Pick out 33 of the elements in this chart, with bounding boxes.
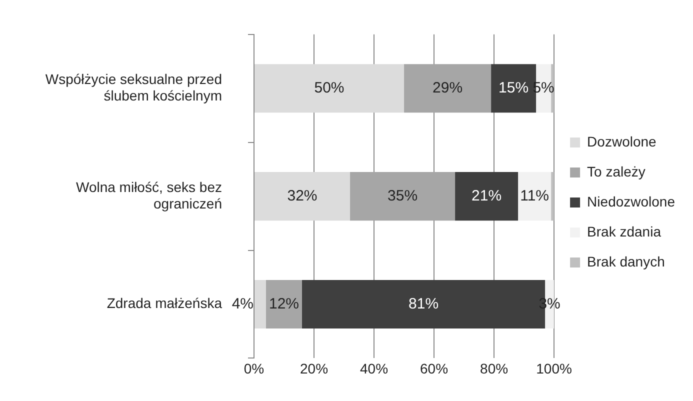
bar [455, 172, 518, 221]
legend-label: Brak zdania [587, 223, 662, 240]
x-tick-label: 20% [300, 360, 328, 376]
bar [350, 172, 456, 221]
data-label: 35% [388, 187, 418, 204]
x-tick-label: 0% [244, 360, 264, 376]
data-label: 11% [520, 187, 550, 204]
data-label: 12% [268, 295, 300, 312]
bar [404, 64, 492, 113]
y-tick-label: Współżycie seksualne przed ślubem kościelnym [45, 70, 222, 104]
data-label: 29% [432, 80, 463, 97]
legend-label: Dozwolone [587, 133, 657, 150]
data-label: 32% [287, 187, 318, 204]
x-tick-label: 40% [360, 360, 388, 376]
x-tick-label: 60% [420, 360, 448, 376]
data-label: 81% [408, 295, 439, 312]
data-label: 50% [314, 80, 344, 97]
x-tick-label: 80% [480, 360, 508, 376]
legend-label: To zależy [587, 163, 646, 180]
bar [254, 280, 266, 329]
bar [518, 172, 552, 221]
x-tick-label: 100% [536, 360, 572, 376]
bar [254, 64, 404, 113]
bar [551, 172, 554, 221]
bar [254, 172, 350, 221]
y-tick-label: Zdrada małżeńska [106, 295, 222, 312]
data-label: 15% [498, 80, 529, 97]
data-label: 4% [232, 295, 254, 312]
data-label: 21% [472, 187, 502, 204]
legend-label: Brak danych [587, 253, 665, 270]
bar [266, 280, 302, 329]
legend-label: Niedozwolone [587, 193, 676, 210]
y-tick-label: Wolna miłość, seks bez ograniczeń [76, 178, 222, 212]
